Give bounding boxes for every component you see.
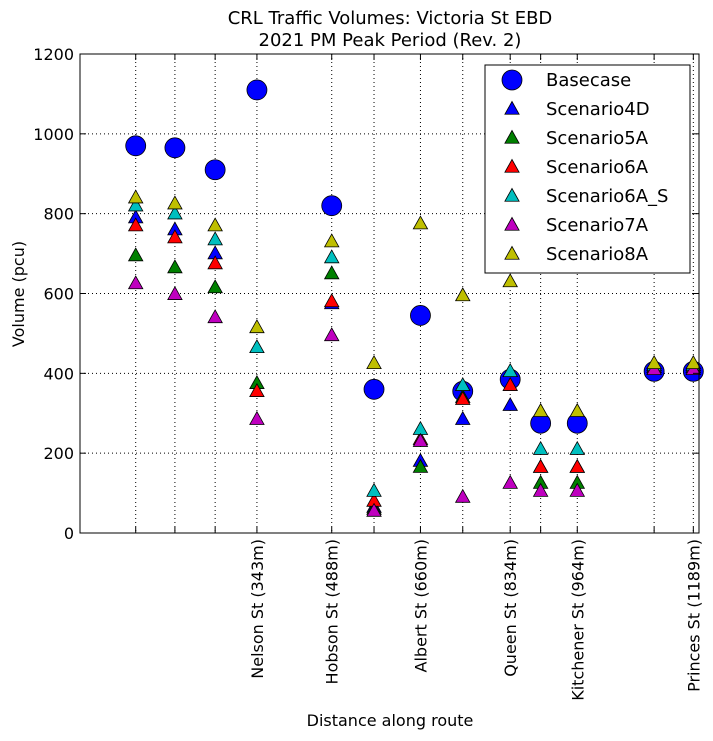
- legend-label: Scenario6A: [546, 157, 649, 178]
- data-point: [532, 402, 549, 417]
- legend-label: Scenario7A: [546, 215, 649, 236]
- data-point: [502, 474, 519, 489]
- x-tick-label: Albert St (660m): [411, 539, 430, 672]
- series-scenario8a: [127, 189, 702, 417]
- legend-label: Basecase: [546, 70, 631, 91]
- data-point: [204, 159, 226, 181]
- data-point: [569, 440, 586, 455]
- chart-subtitle: 2021 PM Peak Period (Rev. 2): [259, 30, 522, 51]
- data-point: [125, 135, 147, 157]
- x-tick-label: Nelson St (343m): [248, 539, 267, 679]
- data-point: [207, 231, 223, 246]
- y-tick-label: 800: [43, 205, 74, 224]
- chart-title: CRL Traffic Volumes: Victoria St EBD: [228, 8, 553, 29]
- data-point: [454, 410, 471, 425]
- data-point: [454, 376, 471, 391]
- data-point: [502, 363, 519, 377]
- y-axis-label: Volume (pcu): [9, 241, 28, 347]
- legend-marker: [504, 187, 520, 202]
- data-point: [454, 287, 471, 302]
- data-point: [685, 355, 702, 370]
- data-point: [454, 488, 471, 503]
- data-point: [249, 319, 265, 334]
- data-point: [323, 293, 340, 308]
- data-point: [569, 458, 586, 473]
- data-point: [127, 217, 144, 232]
- legend-frame: [484, 64, 691, 274]
- data-point: [167, 195, 183, 210]
- data-point: [127, 197, 144, 212]
- legend: Basecase Scenario4D Scenario5A Scenario6A Sc…: [484, 64, 691, 274]
- y-tick-label: 200: [43, 444, 74, 463]
- legend-marker: [504, 216, 520, 231]
- data-point: [246, 79, 268, 101]
- data-point: [207, 279, 223, 294]
- legend-label: Scenario6A_S: [546, 186, 668, 207]
- x-axis-label: Distance along route: [307, 711, 474, 730]
- legend-marker: [501, 69, 523, 91]
- x-tick-label: Princes St (1189m): [684, 539, 703, 692]
- data-point: [412, 215, 429, 230]
- y-tick-label: 600: [43, 285, 74, 304]
- data-point: [321, 195, 343, 217]
- y-tick-label: 1200: [33, 45, 74, 64]
- data-point: [323, 327, 340, 342]
- data-point: [569, 482, 586, 497]
- data-point: [412, 458, 429, 473]
- x-tick-label: Queen St (834m): [501, 539, 520, 677]
- data-point: [167, 259, 183, 274]
- legend-label: Scenario5A: [546, 128, 649, 149]
- x-tick-label: Kitchener St (964m): [568, 539, 587, 701]
- data-point: [502, 273, 519, 288]
- data-point: [532, 458, 549, 473]
- legend-marker: [504, 245, 520, 260]
- y-tick-label: 1000: [33, 125, 74, 144]
- data-point: [167, 205, 183, 220]
- data-point: [167, 285, 183, 300]
- series-scenario7a: [127, 275, 702, 517]
- data-point: [502, 376, 519, 391]
- data-point: [646, 355, 662, 370]
- data-point: [532, 482, 549, 497]
- data-point: [207, 217, 223, 232]
- data-point: [207, 309, 223, 324]
- data-point: [127, 275, 144, 290]
- data-point: [207, 255, 223, 270]
- legend-marker: [504, 158, 520, 173]
- data-point: [164, 137, 186, 159]
- axis-ticks: 0 200 400 600 800 1000 1200 Nelson St (343m) Hob…: [33, 45, 703, 701]
- data-series: [125, 79, 704, 517]
- data-point: [249, 382, 265, 397]
- data-point: [323, 265, 340, 280]
- data-point: [249, 339, 265, 354]
- data-point: [454, 390, 471, 405]
- data-point: [323, 249, 340, 264]
- x-tick-label: Hobson St (488m): [323, 539, 342, 684]
- data-point: [366, 502, 382, 517]
- data-point: [249, 410, 265, 425]
- data-point: [127, 247, 144, 262]
- data-point: [127, 189, 144, 204]
- data-point: [410, 305, 431, 326]
- data-point: [323, 233, 340, 248]
- data-point: [167, 229, 183, 244]
- data-point: [366, 355, 382, 370]
- data-point: [366, 482, 382, 497]
- legend-label: Scenario4D: [546, 99, 650, 120]
- y-tick-label: 0: [64, 524, 74, 543]
- data-point: [412, 432, 429, 447]
- y-tick-label: 400: [43, 364, 74, 383]
- data-point: [363, 378, 385, 400]
- data-point: [569, 402, 586, 417]
- data-point: [502, 396, 519, 411]
- legend-marker: [504, 100, 520, 115]
- legend-label: Scenario8A: [546, 244, 649, 265]
- legend-marker: [504, 129, 520, 144]
- data-point: [532, 440, 549, 455]
